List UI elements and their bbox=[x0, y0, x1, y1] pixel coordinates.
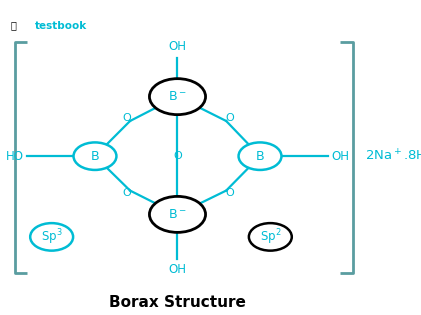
Text: O: O bbox=[225, 188, 234, 198]
Circle shape bbox=[149, 79, 205, 115]
Text: O: O bbox=[225, 113, 234, 123]
Text: B$^-$: B$^-$ bbox=[168, 90, 187, 103]
Text: Sp$^2$: Sp$^2$ bbox=[260, 227, 281, 247]
Circle shape bbox=[74, 142, 117, 170]
Text: OH: OH bbox=[168, 263, 187, 276]
Text: O: O bbox=[173, 151, 182, 161]
Text: 2Na$^+$.8H$_2$O: 2Na$^+$.8H$_2$O bbox=[365, 147, 421, 165]
Text: O: O bbox=[123, 113, 131, 123]
Text: B: B bbox=[91, 150, 99, 163]
Text: B: B bbox=[256, 150, 264, 163]
Text: O: O bbox=[123, 188, 131, 198]
Text: 🔖: 🔖 bbox=[11, 20, 16, 30]
Text: OH: OH bbox=[168, 40, 187, 53]
Circle shape bbox=[239, 142, 282, 170]
Text: Sp$^3$: Sp$^3$ bbox=[41, 227, 62, 247]
Text: testbook: testbook bbox=[35, 21, 88, 31]
Circle shape bbox=[149, 196, 205, 232]
Circle shape bbox=[30, 223, 73, 251]
Text: HO: HO bbox=[6, 150, 24, 163]
Text: OH: OH bbox=[331, 150, 349, 163]
Circle shape bbox=[249, 223, 292, 251]
Text: Borax Structure: Borax Structure bbox=[109, 295, 246, 310]
Text: B$^-$: B$^-$ bbox=[168, 208, 187, 221]
